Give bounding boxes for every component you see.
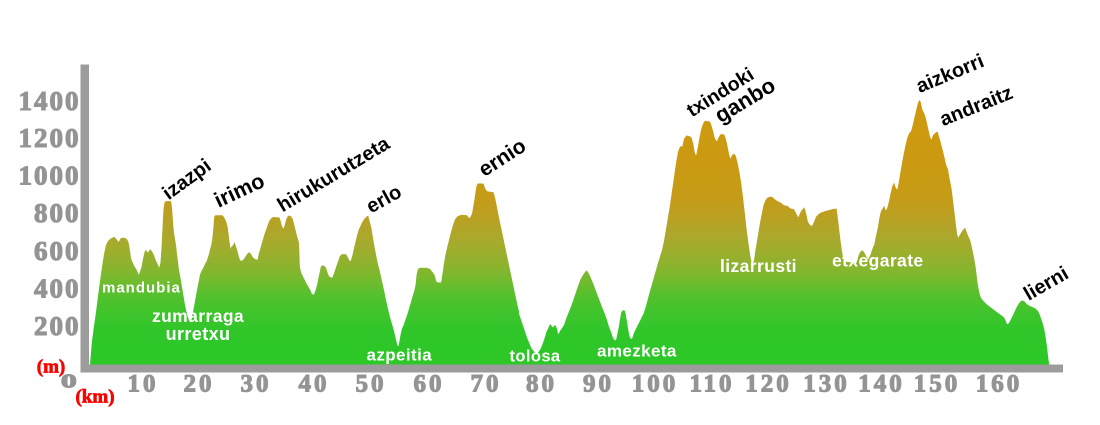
svg-text:160: 160 bbox=[976, 371, 1023, 398]
svg-text:800: 800 bbox=[34, 198, 81, 228]
svg-text:1400: 1400 bbox=[19, 86, 81, 116]
svg-text:lizarrusti: lizarrusti bbox=[720, 256, 797, 276]
svg-text:(m): (m) bbox=[37, 357, 65, 378]
svg-text:30: 30 bbox=[241, 371, 272, 398]
svg-text:90: 90 bbox=[583, 371, 614, 398]
svg-text:(km): (km) bbox=[75, 387, 114, 408]
svg-text:140: 140 bbox=[858, 371, 905, 398]
svg-text:110: 110 bbox=[689, 371, 734, 398]
svg-text:1000: 1000 bbox=[19, 161, 81, 191]
svg-text:600: 600 bbox=[34, 236, 81, 266]
svg-text:etxegarate: etxegarate bbox=[832, 251, 924, 271]
svg-text:azpeitia: azpeitia bbox=[367, 346, 433, 365]
svg-text:150: 150 bbox=[914, 371, 961, 398]
svg-text:400: 400 bbox=[34, 274, 81, 304]
svg-text:tolosa: tolosa bbox=[510, 348, 561, 366]
svg-text:amezketa: amezketa bbox=[597, 342, 677, 361]
svg-text:130: 130 bbox=[803, 371, 850, 398]
svg-text:60: 60 bbox=[414, 371, 445, 398]
svg-text:20: 20 bbox=[184, 371, 215, 398]
svg-text:zumarraga: zumarraga bbox=[152, 306, 244, 326]
svg-text:mandubia: mandubia bbox=[102, 280, 181, 297]
svg-text:70: 70 bbox=[471, 371, 502, 398]
svg-text:urretxu: urretxu bbox=[166, 324, 231, 344]
svg-text:1200: 1200 bbox=[19, 123, 81, 153]
svg-text:120: 120 bbox=[745, 371, 792, 398]
svg-text:0: 0 bbox=[61, 369, 81, 392]
svg-text:40: 40 bbox=[299, 371, 330, 398]
svg-text:100: 100 bbox=[632, 371, 679, 398]
svg-text:80: 80 bbox=[526, 371, 557, 398]
svg-text:10: 10 bbox=[128, 371, 159, 398]
svg-text:200: 200 bbox=[34, 311, 81, 341]
svg-text:50: 50 bbox=[356, 371, 387, 398]
